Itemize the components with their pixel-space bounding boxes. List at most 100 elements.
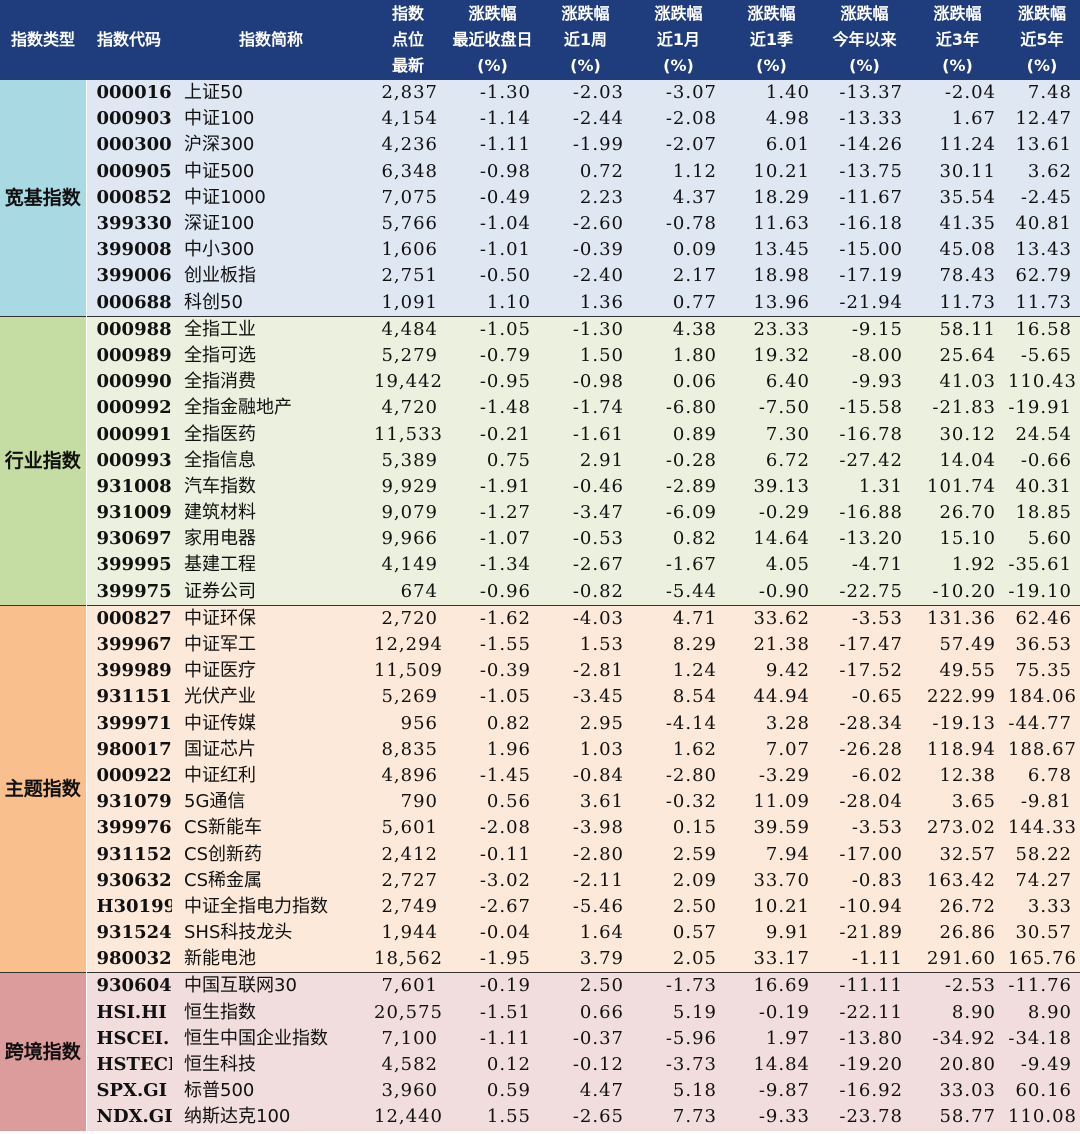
value-cell: -9.81	[1004, 789, 1080, 816]
value-cell: 45.08	[911, 237, 1004, 264]
value-cell: -1.27	[446, 500, 539, 527]
value-cell: -34.92	[911, 1025, 1004, 1052]
value-cell: -1.34	[446, 552, 539, 579]
index-name-cell: 全指医药	[172, 421, 370, 448]
value-cell: -0.82	[539, 578, 632, 606]
value-cell: 13.61	[1004, 132, 1080, 159]
value-cell: 674	[370, 578, 446, 606]
value-cell: -0.29	[725, 500, 818, 527]
value-cell: 33.62	[725, 604, 818, 632]
value-cell: -0.95	[446, 369, 539, 396]
value-cell: -2.04	[911, 80, 1004, 107]
index-code-cell: 000852	[86, 184, 172, 211]
index-code-cell: 399967	[86, 631, 172, 659]
value-cell: -2.80	[539, 841, 632, 868]
value-cell: -1.07	[446, 526, 539, 553]
index-code-cell: 000990	[86, 369, 172, 396]
value-cell: -11.67	[818, 184, 911, 211]
value-cell: -2.44	[539, 106, 632, 133]
value-cell: 3.61	[539, 789, 632, 816]
value-cell: 6.01	[725, 132, 818, 159]
index-code-cell: 000903	[86, 106, 172, 133]
value-cell: 40.31	[1004, 473, 1080, 500]
index-name-cell: 科创50	[172, 289, 370, 317]
header-change-3y: 涨跌幅 近3年 (%)	[911, 0, 1004, 80]
index-name-cell: 中证100	[172, 106, 370, 133]
value-cell: -0.19	[725, 999, 818, 1026]
value-cell: -2.81	[539, 658, 632, 685]
value-cell: 1.97	[725, 1025, 818, 1052]
index-name-cell: 证券公司	[172, 578, 370, 606]
table-row: 980017 国证芯片 8,835 1.96 1.03 1.62 7.07 -26.28 118…	[0, 736, 1080, 763]
index-name-cell: 中证1000	[172, 184, 370, 211]
header-change-1w: 涨跌幅 近1周 (%)	[539, 0, 632, 80]
index-name-cell: 恒生指数	[172, 999, 370, 1026]
value-cell: 7,100	[370, 1025, 446, 1052]
index-code-cell: 931079	[86, 789, 172, 816]
value-cell: 20,575	[370, 999, 446, 1026]
value-cell: 0.82	[446, 710, 539, 737]
value-cell: -0.32	[632, 789, 725, 816]
index-code-cell: 000991	[86, 421, 172, 448]
value-cell: 4,484	[370, 315, 446, 343]
value-cell: -15.00	[818, 237, 911, 264]
value-cell: 4.37	[632, 184, 725, 211]
table-row: 931151 光伏产业 5,269 -1.05 -3.45 8.54 44.94 -0.65 2…	[0, 684, 1080, 711]
table-row: 跨境指数 930604 中国互联网30 7,601 -0.19 2.50 -1.73 16.6…	[0, 972, 1080, 1131]
table-row: 000990 全指消费 19,442 -0.95 -0.98 0.06 6.40 -9.93 4…	[0, 369, 1080, 396]
value-cell: 2.59	[632, 841, 725, 868]
value-cell: 13.45	[725, 237, 818, 264]
value-cell: -1.04	[446, 210, 539, 238]
value-cell: -0.66	[1004, 447, 1080, 474]
value-cell: 6.40	[725, 369, 818, 396]
value-cell: -8.00	[818, 342, 911, 370]
value-cell: 2,751	[370, 263, 446, 290]
value-cell: -0.65	[818, 684, 911, 711]
value-cell: -11.11	[818, 972, 911, 1000]
value-cell: -15.58	[818, 395, 911, 422]
value-cell: 14.84	[725, 1051, 818, 1079]
value-cell: 21.38	[725, 631, 818, 659]
table-row: 399967 中证军工 12,294 -1.55 1.53 8.29 21.38 -17.47…	[0, 631, 1080, 659]
value-cell: 49.55	[911, 658, 1004, 685]
value-cell: 0.89	[632, 421, 725, 448]
value-cell: -19.13	[911, 710, 1004, 737]
index-code-cell: 930604	[86, 972, 172, 1000]
value-cell: 35.54	[911, 184, 1004, 211]
category-cell: 行业指数	[0, 315, 87, 606]
index-code-cell: 931524	[86, 920, 172, 947]
value-cell: 36.53	[1004, 631, 1080, 659]
index-name-cell: SHS科技龙头	[172, 920, 370, 947]
table-row: 000993 全指信息 5,389 0.75 2.91 -0.28 6.72 -27.42 14…	[0, 447, 1080, 474]
index-name-cell: 中证传媒	[172, 710, 370, 737]
value-cell: 131.36	[911, 604, 1004, 632]
value-cell: -35.61	[1004, 552, 1080, 579]
value-cell: -23.78	[818, 1104, 911, 1131]
value-cell: -1.91	[446, 473, 539, 500]
value-cell: -2.65	[539, 1104, 632, 1131]
index-code-cell: 980032	[86, 946, 172, 973]
value-cell: 6.78	[1004, 762, 1080, 790]
value-cell: 0.82	[632, 526, 725, 553]
header-change-1q: 涨跌幅 近1季 (%)	[725, 0, 818, 80]
value-cell: 291.60	[911, 946, 1004, 973]
value-cell: 74.27	[1004, 867, 1080, 894]
value-cell: 5,279	[370, 342, 446, 370]
table-row: 399989 中证医疗 11,509 -0.39 -2.81 1.24 9.42 -17.52…	[0, 658, 1080, 685]
table-row: 399006 创业板指 2,751 -0.50 -2.40 2.17 18.98 -17.19…	[0, 263, 1080, 290]
value-cell: -9.93	[818, 369, 911, 396]
value-cell: -3.29	[725, 762, 818, 790]
value-cell: 12,294	[370, 631, 446, 659]
table-row: 930632 CS稀金属 2,727 -3.02 -2.11 2.09 33.70 -0.83…	[0, 867, 1080, 894]
value-cell: -2.08	[632, 106, 725, 133]
value-cell: -1.30	[539, 315, 632, 343]
value-cell: 24.54	[1004, 421, 1080, 448]
value-cell: 7,601	[370, 972, 446, 1000]
value-cell: 33.70	[725, 867, 818, 894]
value-cell: -28.04	[818, 789, 911, 816]
value-cell: 30.11	[911, 158, 1004, 185]
value-cell: 8.90	[1004, 999, 1080, 1026]
index-name-cell: 中证红利	[172, 762, 370, 790]
index-code-cell: 000300	[86, 132, 172, 159]
value-cell: 78.43	[911, 263, 1004, 290]
